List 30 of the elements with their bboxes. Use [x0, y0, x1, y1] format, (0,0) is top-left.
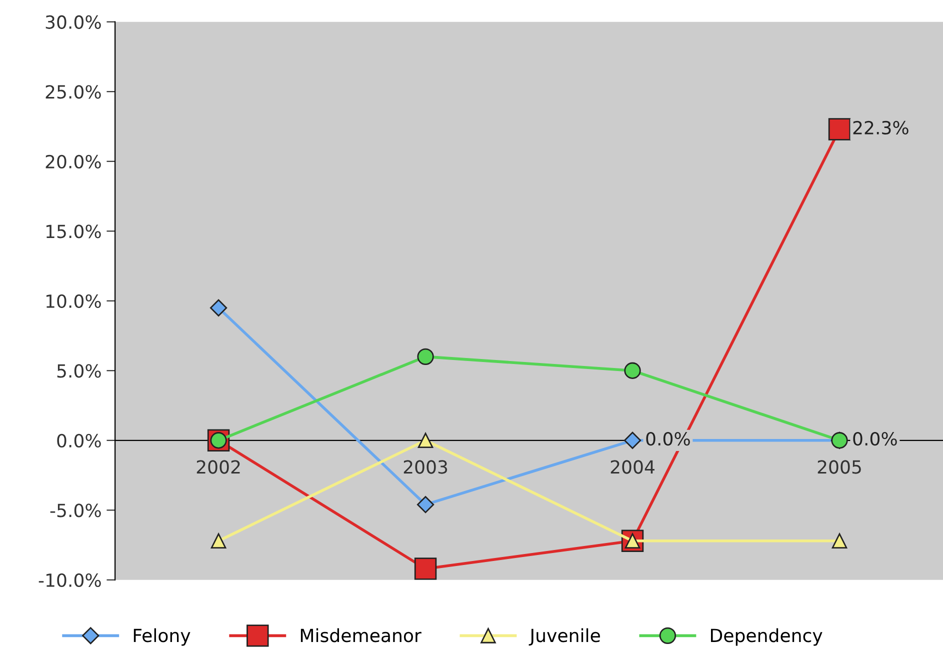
point — [624, 432, 642, 449]
point — [624, 362, 641, 379]
point — [832, 533, 848, 548]
point — [210, 533, 226, 548]
y-tick-label: -5.0% — [50, 504, 101, 518]
point — [210, 299, 228, 316]
y-tick-label: 20.0% — [46, 154, 101, 168]
y-tick-label: 30.0% — [46, 15, 101, 29]
x-tick-label: 2004 — [610, 460, 654, 474]
y-tick-label: 5.0% — [57, 364, 101, 378]
legend-label: Dependency — [711, 628, 822, 646]
legend-label: Juvenile — [528, 628, 600, 646]
data-label: 0.0% — [646, 432, 690, 446]
x-tick-label: 2005 — [818, 460, 861, 474]
y-tick-label: 10.0% — [46, 294, 101, 308]
legend-label: Misdemeanor — [300, 628, 422, 642]
x-tick-label: 2002 — [196, 460, 240, 474]
y-tick-label: -10.0% — [38, 573, 101, 588]
point — [416, 496, 434, 514]
legend-label: Felony — [134, 628, 190, 646]
data-label: 22.3% — [853, 120, 908, 135]
y-tick-label: 0.0% — [57, 434, 101, 448]
point — [418, 432, 434, 448]
data-label: 0.0% — [853, 432, 897, 446]
point — [828, 118, 851, 140]
point — [414, 558, 437, 580]
x-tick-label: 2003 — [404, 460, 448, 474]
point — [417, 348, 434, 366]
y-tick-label: 25.0% — [46, 85, 101, 99]
y-tick-label: 15.0% — [46, 224, 101, 238]
